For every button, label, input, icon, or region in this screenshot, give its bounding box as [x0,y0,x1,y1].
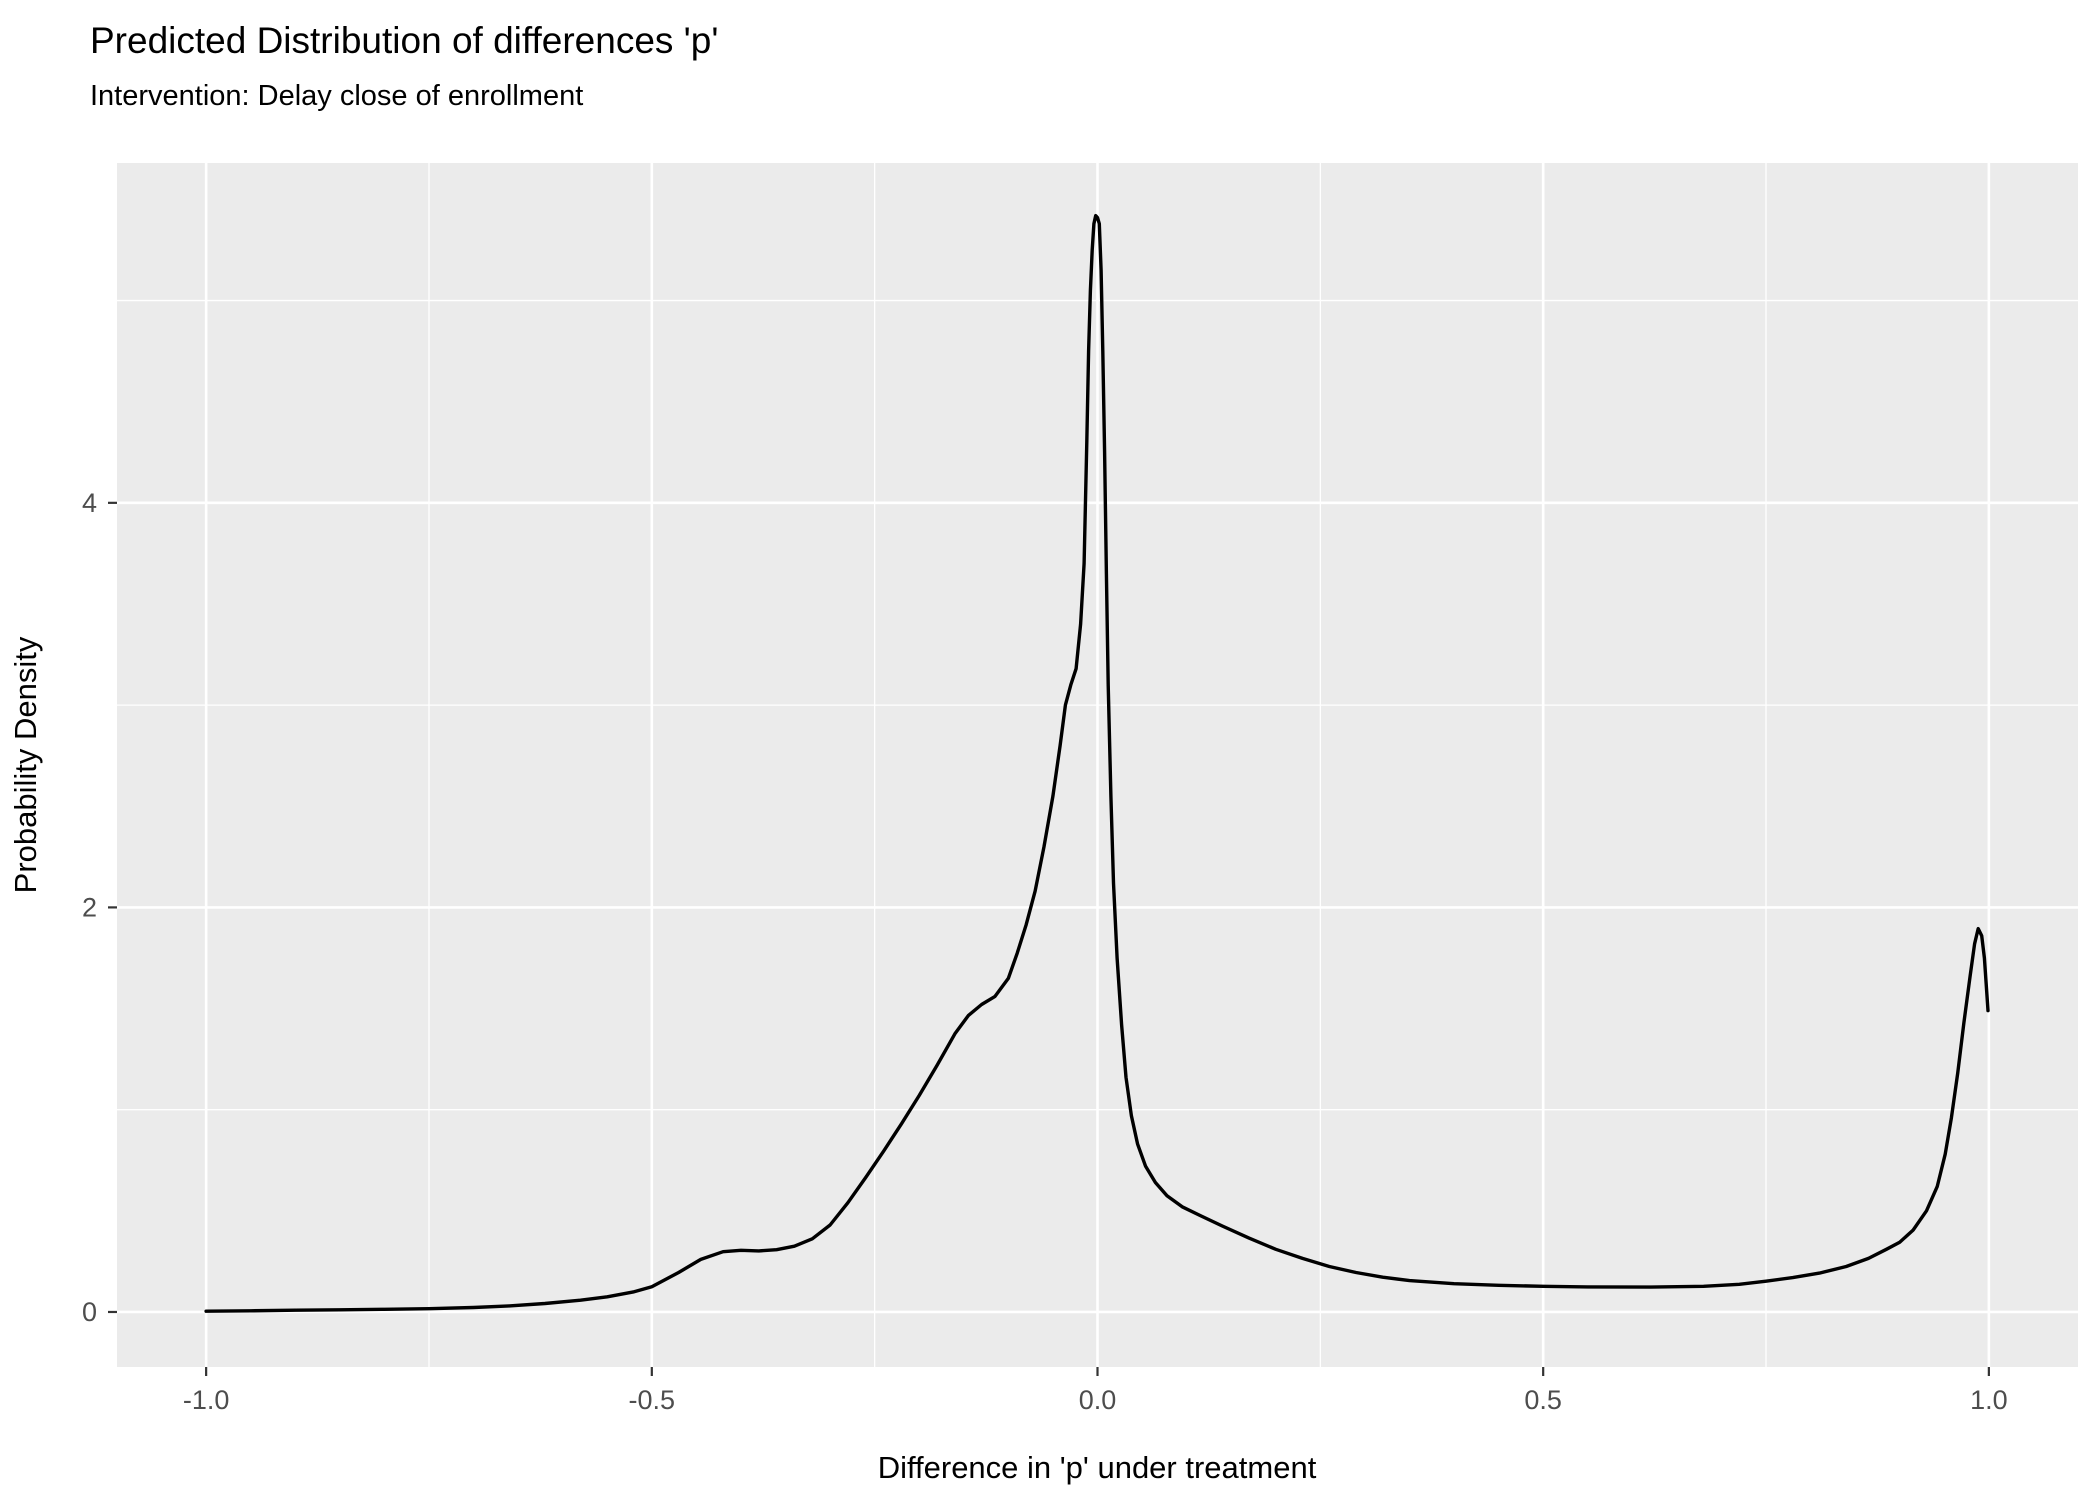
x-axis-title: Difference in 'p' under treatment [878,1450,1317,1485]
chart-title: Predicted Distribution of differences 'p… [90,20,718,61]
y-tick-label: 4 [82,488,97,518]
y-tick-label: 2 [82,892,97,922]
chart-subtitle: Intervention: Delay close of enrollment [90,80,583,112]
x-tick-label: 1.0 [1970,1385,2008,1415]
y-tick-label: 0 [82,1297,97,1327]
y-axis-title: Probability Density [8,636,43,893]
x-tick-label: -0.5 [629,1385,676,1415]
x-tick-label: 0.0 [1079,1385,1117,1415]
curve-layer [204,213,1990,1313]
gridline-layer [117,163,2078,1367]
x-tick-label: 0.5 [1524,1385,1562,1415]
axis-layer: -1.0 -0.5 0.0 0.5 1.0 0 2 4 [82,488,2008,1415]
density-curve [204,213,1990,1313]
x-tick-label: -1.0 [183,1385,230,1415]
